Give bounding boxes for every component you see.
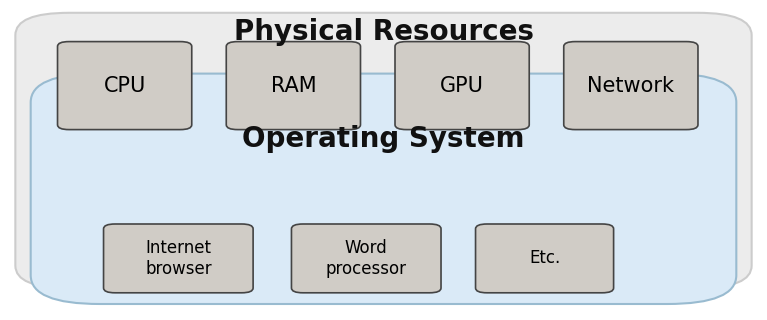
Text: Operating System: Operating System [242,125,525,153]
FancyBboxPatch shape [15,13,752,288]
Text: Etc.: Etc. [529,249,560,268]
Text: Word
processor: Word processor [326,239,407,278]
FancyBboxPatch shape [291,224,441,293]
Text: GPU: GPU [440,76,484,96]
Text: RAM: RAM [271,76,316,96]
FancyBboxPatch shape [104,224,253,293]
Text: Physical Resources: Physical Resources [233,18,534,46]
Text: Internet
browser: Internet browser [145,239,212,278]
Text: Network: Network [588,76,674,96]
FancyBboxPatch shape [58,42,192,130]
FancyBboxPatch shape [226,42,360,130]
Text: CPU: CPU [104,76,146,96]
FancyBboxPatch shape [31,74,736,304]
FancyBboxPatch shape [476,224,614,293]
FancyBboxPatch shape [395,42,529,130]
FancyBboxPatch shape [564,42,698,130]
